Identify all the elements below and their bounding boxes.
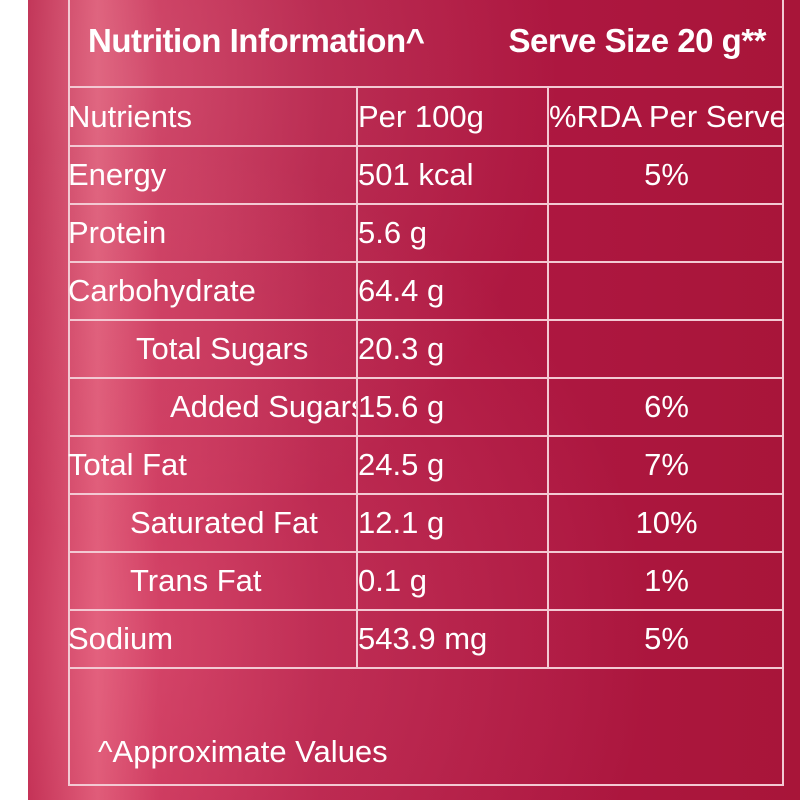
rda-value (547, 319, 784, 379)
per-100g-value: 0.1 g (356, 551, 549, 611)
rda-value (547, 261, 784, 321)
table-row: Carbohydrate 64.4 g (68, 261, 784, 321)
rda-value: 1% (547, 551, 784, 611)
nutrient-name: Added Sugars (68, 377, 358, 437)
table-row: Protein 5.6 g (68, 203, 784, 263)
table-header-row: Nutrients Per 100g %RDA Per Serve (68, 88, 784, 147)
column-header-per-100g: Per 100g (356, 88, 549, 147)
per-100g-value: 64.4 g (356, 261, 549, 321)
per-100g-value: 20.3 g (356, 319, 549, 379)
rda-value: 5% (547, 145, 784, 205)
serve-size: Serve Size 20 g** (508, 22, 767, 59)
per-100g-value: 501 kcal (356, 145, 549, 205)
table-row: Added Sugars 15.6 g 6% (68, 377, 784, 437)
rda-value (547, 203, 784, 263)
per-100g-value: 15.6 g (356, 377, 549, 437)
label-footer: ^Approximate Values (68, 722, 784, 786)
label-title: Nutrition Information^ (88, 22, 425, 59)
nutrient-name: Protein (68, 203, 358, 263)
column-header-nutrients: Nutrients (68, 88, 358, 147)
nutrient-name: Energy (68, 145, 358, 205)
nutrient-name: Total Sugars (68, 319, 358, 379)
approximate-values-note: ^Approximate Values (98, 734, 388, 769)
column-header-rda: %RDA Per Serve (547, 88, 784, 147)
rda-value: 10% (547, 493, 784, 553)
nutrient-name: Total Fat (68, 435, 358, 495)
nutrient-name: Carbohydrate (68, 261, 358, 321)
label-header: Nutrition Information^ Serve Size 20 g** (68, 0, 784, 88)
table-row: Sodium 543.9 mg 5% (68, 609, 784, 669)
nutrient-name: Trans Fat (68, 551, 358, 611)
per-100g-value: 12.1 g (356, 493, 549, 553)
table-row: Total Sugars 20.3 g (68, 319, 784, 379)
rda-value: 7% (547, 435, 784, 495)
per-100g-value: 24.5 g (356, 435, 549, 495)
per-100g-value: 543.9 mg (356, 609, 549, 669)
label-background: Nutrition Information^ Serve Size 20 g**… (28, 0, 800, 800)
table-row: Trans Fat 0.1 g 1% (68, 551, 784, 611)
per-100g-value: 5.6 g (356, 203, 549, 263)
nutrient-name: Sodium (68, 609, 358, 669)
rda-value: 5% (547, 609, 784, 669)
nutrition-table: Nutrients Per 100g %RDA Per Serve Energy… (68, 88, 784, 669)
rda-value: 6% (547, 377, 784, 437)
table-row: Saturated Fat 12.1 g 10% (68, 493, 784, 553)
table-row: Energy 501 kcal 5% (68, 145, 784, 205)
nutrient-name: Saturated Fat (68, 493, 358, 553)
table-row: Total Fat 24.5 g 7% (68, 435, 784, 495)
